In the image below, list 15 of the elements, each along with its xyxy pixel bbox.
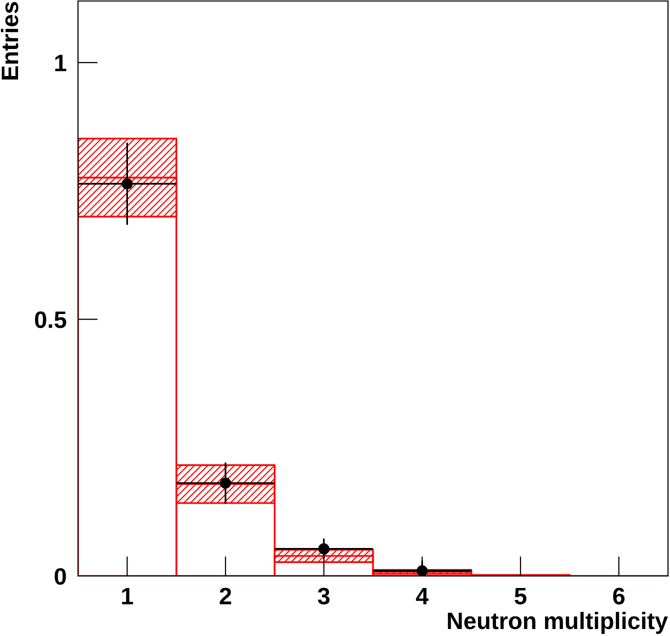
x-tick-label: 2 [220,588,232,604]
point [416,565,428,576]
x-tick-label: 4 [416,588,429,604]
y-tick-label: 0.5 [35,311,66,328]
y-axis-title: Entries [0,2,18,80]
x-tick-label: 5 [514,588,526,604]
y-tick-label: 1 [55,54,66,72]
x-tick-label: 6 [613,588,625,604]
point [220,478,232,489]
point [122,178,133,190]
y-tick-label: 0 [54,568,66,585]
x-tick-label: 3 [318,588,330,604]
x-tick-label: 1 [122,588,134,604]
x-axis-title: Neutron multiplicity [448,612,668,634]
point [318,543,330,554]
